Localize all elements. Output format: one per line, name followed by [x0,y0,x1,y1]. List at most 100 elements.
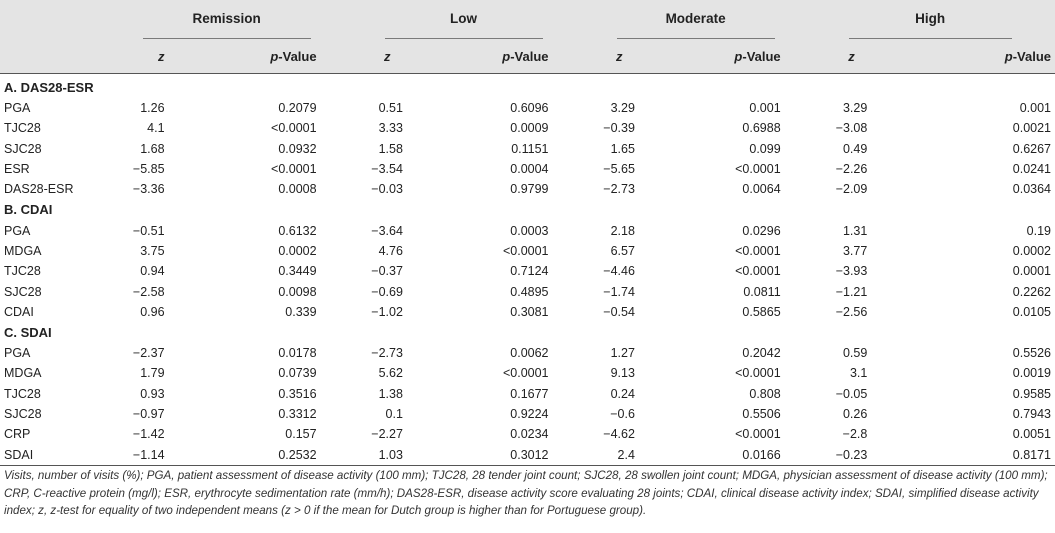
p-value-cell: 0.0001 [1012,264,1051,279]
table-row: MDGA 3.75 0.0002 4.76 <0.0001 6.57 <0.0001 3.77… [0,241,1055,261]
p-value-cell: 0.3312 [278,407,317,421]
table-row: TJC28 0.93 0.3516 1.38 0.1677 0.24 0.808 −0.05 0… [0,384,1055,404]
z-value-cell: −2.73 [603,182,635,197]
section-title: A. DAS28-ESR [4,80,94,95]
spacer-cell [781,118,814,138]
row-label: DAS28-ESR [4,182,74,197]
p-value-cell: 0.0004 [510,162,549,177]
p-value-cell: 0.2262 [1012,284,1051,299]
z-value-cell: 0.94 [140,264,165,279]
z-value-cell: −3.08 [835,121,868,136]
z-value-cell: −0.97 [132,407,165,421]
p-value-cell: 0.0008 [278,182,317,197]
z-value-cell: −1.74 [603,284,635,299]
p-value-cell: <0.0001 [271,162,317,177]
z-value-cell: −3.36 [132,182,165,197]
spacer-cell [781,241,814,261]
row-label: PGA [4,223,31,238]
p-value-cell: 0.0932 [278,141,317,156]
z-value-cell: 4.76 [378,243,403,258]
spacer-cell [781,281,814,301]
group-moderate: Moderate [582,0,781,40]
spacer-cell [549,302,582,322]
z-value-cell: 0.93 [140,386,165,401]
table-row: DAS28-ESR −3.36 0.0008 −0.03 0.9799 −2.73 0.00… [0,179,1055,199]
spacer-cell [781,139,814,159]
p-value-cell: 0.0019 [1012,366,1051,381]
z-value-cell: 3.77 [842,243,868,258]
spacer-cell [316,444,350,466]
spacer-cell [549,384,582,404]
row-label: PGA [4,346,31,361]
p-value-cell: 0.0002 [278,243,317,258]
p-value-cell: <0.0001 [735,243,781,258]
spacer-cell [549,159,582,179]
row-label: SJC28 [4,284,42,299]
z-value-cell: −3.54 [371,162,403,177]
spacer-cell [317,302,350,322]
spacer-cell [317,261,350,281]
table-row: PGA 1.26 0.2079 0.51 0.6096 3.29 0.001 3.29 0.00… [0,98,1055,118]
p-value-cell: 0.4895 [510,284,549,299]
section-title: B. CDAI [4,202,53,218]
p-value-cell: <0.0001 [735,162,781,177]
z-value-cell: 0.1 [385,407,403,421]
spacer-cell [549,281,582,301]
section-header-row: B. CDAI [0,199,1055,220]
z-value-cell: −2.26 [835,162,868,177]
z-header: z [848,49,855,64]
p-value-cell: 0.7943 [1012,407,1051,421]
table-row: TJC28 0.94 0.3449 −0.37 0.7124 −4.46 <0.0001 −3… [0,261,1055,281]
p-value-cell: 0.001 [749,101,781,116]
p-value-cell: 0.0021 [1012,121,1051,136]
z-value-cell: 0.59 [842,346,868,361]
z-value-cell: −0.6 [610,407,635,421]
p-value-header: p-Value [734,49,781,64]
footnote: Visits, number of visits (%); PGA, patie… [4,469,1048,517]
z-value-cell: 0.51 [378,101,403,116]
p-value-cell: 0.0178 [278,346,317,361]
p-value-cell: 0.5506 [742,407,781,421]
spacer-cell [317,159,350,179]
p-value-cell: <0.0001 [735,427,781,442]
z-value-cell: 1.03 [349,444,425,466]
p-value-cell: 0.3081 [510,304,549,319]
group-high: High [814,0,1012,40]
spacer-cell [317,98,350,118]
z-value-cell: 1.38 [378,386,403,401]
row-label: TJC28 [4,386,41,401]
table-row: SJC28 −0.97 0.3312 0.1 0.9224 −0.6 0.5506 0.26 0… [0,404,1055,424]
spacer-cell [548,444,582,466]
p-value-cell: 0.6988 [742,121,781,136]
p-value-cell: 0.6096 [510,101,549,116]
spacer-cell [781,424,814,444]
z-value-cell: 1.68 [140,141,165,156]
z-value-cell: −2.58 [132,284,165,299]
z-value-cell: 1.65 [610,141,635,156]
p-value-cell: 0.1151 [511,141,549,156]
p-value-cell: 0.3012 [424,444,549,466]
p-value-cell: <0.0001 [271,121,317,136]
p-value-cell: 0.0098 [278,284,317,299]
spacer-cell [781,363,814,383]
spacer-cell [781,404,814,424]
p-value-header: p-Value [502,49,549,64]
z-value-cell: 0.26 [842,407,868,421]
z-value-cell: −2.27 [371,427,403,442]
z-value-cell: 5.62 [378,366,403,381]
section-header-row: A. DAS28-ESR [0,77,1055,98]
spacer-cell [781,261,814,281]
z-value-cell: 1.79 [140,366,165,381]
p-value-cell: <0.0001 [502,366,549,381]
spacer-cell [317,281,350,301]
z-value-cell: 9.13 [610,366,635,381]
p-value-header: p-Value [1004,49,1051,64]
z-value-cell: 1.58 [378,141,403,156]
section-header-row: C. SDAI [0,322,1055,343]
spacer-cell [317,118,350,138]
p-value-cell: 0.8171 [889,444,1055,466]
z-value-cell: 3.29 [842,101,868,116]
spacer-cell [781,343,814,363]
spacer-cell [549,343,582,363]
table-row: PGA −0.51 0.6132 −3.64 0.0003 2.18 0.0296 1.31 0… [0,220,1055,240]
